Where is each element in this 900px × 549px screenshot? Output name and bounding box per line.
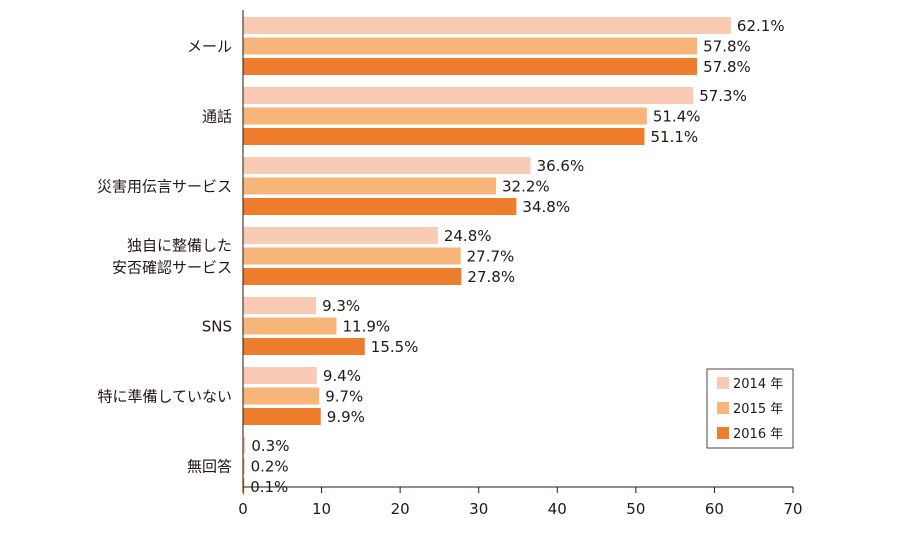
x-tick-label-5: 50 (626, 500, 645, 518)
category-label-3-1: 安否確認サービス (112, 259, 232, 277)
bar-1-1 (243, 107, 647, 125)
bar-6-0 (243, 437, 246, 454)
bar-3-2 (243, 268, 462, 285)
bar-4-2 (243, 338, 365, 355)
value-label-3-0: 24.8% (444, 227, 492, 245)
value-label-3-2: 27.8% (467, 268, 515, 286)
category-label-3-0: 独自に整備した (127, 237, 232, 255)
bar-6-1 (243, 457, 245, 475)
legend-label-0: 2014 年 (733, 377, 783, 392)
category-label-0: メール (187, 38, 232, 56)
value-label-5-0: 9.4% (323, 367, 361, 385)
x-tick-label-3: 30 (469, 500, 488, 518)
value-label-0-2: 57.8% (703, 58, 751, 76)
x-tick-label-1: 10 (312, 500, 331, 518)
category-label-6: 無回答 (187, 458, 232, 476)
bar-4-1 (243, 317, 337, 335)
legend-swatch-0 (717, 377, 729, 389)
bar-2-0 (243, 157, 531, 174)
value-label-0-1: 57.8% (703, 38, 751, 56)
value-label-2-1: 32.2% (502, 178, 550, 196)
x-tick-label-7: 70 (783, 500, 802, 518)
value-label-1-0: 57.3% (699, 87, 747, 105)
bar-0-2 (243, 58, 698, 75)
category-label-2: 災害用伝言サービス (97, 178, 232, 196)
bar-0-1 (243, 37, 698, 55)
bar-5-0 (243, 367, 317, 384)
x-tick-label-6: 60 (705, 500, 724, 518)
value-label-1-2: 51.1% (651, 128, 699, 146)
value-labels-layer: 62.1% 57.8% 57.8% 57.3% 51.4% 51.1% 36.6% 32.2%… (250, 17, 784, 496)
value-label-1-1: 51.4% (653, 108, 701, 126)
value-label-4-1: 11.9% (343, 318, 391, 336)
x-tick-label-2: 20 (391, 500, 410, 518)
category-label-4: SNS (202, 318, 232, 336)
bar-2-2 (243, 198, 517, 215)
legend-label-1: 2015 年 (733, 402, 783, 417)
bar-3-0 (243, 227, 438, 244)
bar-5-1 (243, 387, 320, 405)
bars-layer (243, 17, 731, 495)
value-label-2-2: 34.8% (522, 198, 570, 216)
value-label-4-2: 15.5% (371, 338, 419, 356)
value-label-4-0: 9.3% (322, 297, 360, 315)
x-tick-label-4: 40 (548, 500, 567, 518)
category-label-5: 特に準備していない (97, 388, 232, 406)
value-label-2-0: 36.6% (537, 157, 585, 175)
axes-layer: 0 10 20 30 40 50 60 70 (238, 10, 803, 518)
legend-swatch-2 (717, 427, 729, 439)
value-label-6-0: 0.3% (251, 437, 289, 455)
bar-5-2 (243, 408, 321, 425)
bar-1-2 (243, 128, 645, 145)
legend-label-2: 2016 年 (733, 427, 783, 442)
bar-4-0 (243, 297, 317, 314)
value-label-5-2: 9.9% (327, 408, 365, 426)
value-label-6-1: 0.2% (251, 458, 289, 476)
bar-0-0 (243, 17, 731, 34)
legend-swatch-1 (717, 402, 729, 414)
bar-3-1 (243, 247, 461, 265)
value-label-5-1: 9.7% (325, 388, 363, 406)
bar-2-1 (243, 177, 496, 195)
x-tick-label-0: 0 (238, 500, 248, 518)
category-label-1: 通話 (202, 108, 232, 126)
bar-1-0 (243, 87, 694, 104)
legend: 2014 年 2015 年 2016 年 (706, 368, 794, 449)
value-label-0-0: 62.1% (737, 17, 785, 35)
value-label-3-1: 27.7% (467, 248, 515, 266)
